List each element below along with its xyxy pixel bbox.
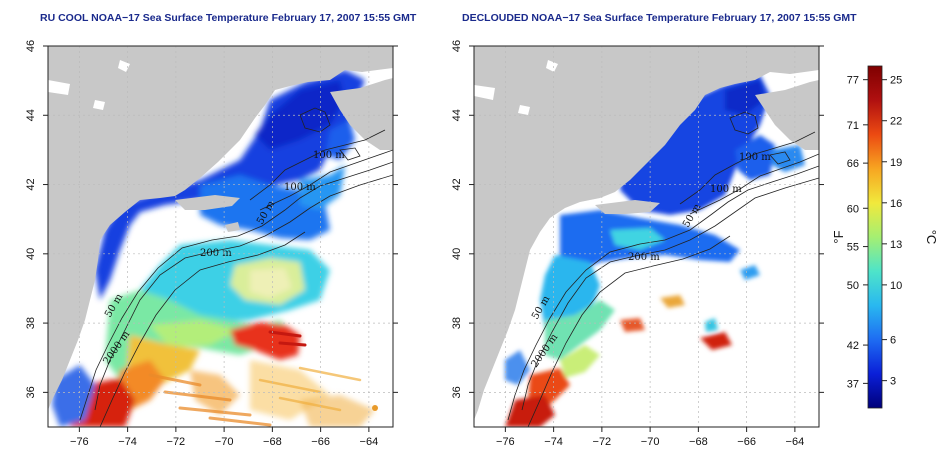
- celsius-tick-label: 16: [890, 198, 902, 210]
- celsius-tick-label: 22: [890, 116, 902, 128]
- x-tick-label: −74: [118, 436, 137, 448]
- sst-panel-raw: RU COOL NOAA−17 Sea Surface Temperature …: [25, 12, 417, 448]
- celsius-tick-label: 6: [890, 335, 896, 347]
- x-tick-label: −66: [311, 436, 330, 448]
- x-tick-label: −68: [263, 436, 282, 448]
- sst-field: [52, 70, 375, 427]
- bathymetry-contours: [507, 111, 819, 427]
- celsius-tick-label: 19: [890, 157, 902, 169]
- contour-label: 200 m: [628, 252, 660, 263]
- fahrenheit-tick-label: 71: [847, 120, 859, 132]
- map-area: 100 m 100 m 200 m 2000 m 50 m 50 m: [474, 46, 819, 427]
- x-tick-label: −64: [786, 436, 805, 448]
- sst-field: [505, 75, 805, 427]
- y-tick-label: 36: [451, 386, 463, 398]
- y-tick-label: 42: [451, 178, 463, 190]
- fahrenheit-tick-label: 50: [847, 280, 859, 292]
- y-tick-label: 44: [25, 109, 37, 121]
- y-tick-label: 40: [25, 248, 37, 260]
- x-tick-label: −70: [641, 436, 660, 448]
- contour-label: 100 m: [710, 184, 742, 195]
- fahrenheit-tick-label: 55: [847, 242, 859, 254]
- fahrenheit-tick-label: 60: [847, 203, 859, 215]
- longitude-axis: −76 −74 −72 −70 −68 −66 −64: [496, 427, 804, 448]
- y-tick-label: 46: [451, 40, 463, 52]
- celsius-tick-label: 10: [890, 280, 902, 292]
- x-tick-label: −76: [496, 436, 515, 448]
- fahrenheit-tick-label: 66: [847, 158, 859, 170]
- x-tick-label: −72: [593, 436, 612, 448]
- y-tick-label: 40: [451, 248, 463, 260]
- latitude-axis: 36 38 40 42 44 46: [25, 40, 398, 398]
- land-mass: [48, 46, 393, 410]
- x-tick-label: −68: [689, 436, 708, 448]
- y-tick-label: 38: [25, 317, 37, 329]
- colorbar-gradient: [867, 65, 883, 409]
- lat-lon-gridlines: [48, 46, 393, 427]
- celsius-tick-label: 25: [890, 75, 902, 87]
- x-tick-label: −66: [737, 436, 756, 448]
- map-frame: [47, 45, 394, 428]
- fahrenheit-tick-label: 77: [847, 75, 859, 87]
- panel-title: DECLOUDED NOAA−17 Sea Surface Temperatur…: [462, 12, 857, 24]
- celsius-unit-label: °C: [924, 230, 939, 245]
- panel-title: RU COOL NOAA−17 Sea Surface Temperature …: [40, 12, 417, 24]
- x-tick-label: −74: [544, 436, 563, 448]
- temperature-colorbar: 77 71 66 60 55 50 42 37 25 22 19 16 13 10 6 3 °F °C: [831, 65, 939, 409]
- map-area: 100 m 100 m 200 m 2000 m 50 m 50 m: [48, 46, 393, 427]
- contour-label: 100 m: [739, 152, 771, 163]
- fahrenheit-tick-label: 37: [847, 378, 859, 390]
- y-tick-label: 36: [25, 386, 37, 398]
- fahrenheit-scale: 77 71 66 60 55 50 42 37: [847, 75, 868, 390]
- sst-panel-declouded: DECLOUDED NOAA−17 Sea Surface Temperatur…: [451, 12, 857, 448]
- lat-lon-gridlines: [474, 46, 819, 427]
- map-frame: [473, 45, 820, 428]
- contour-label: 100 m: [284, 182, 316, 193]
- x-tick-label: −76: [70, 436, 89, 448]
- celsius-tick-label: 3: [890, 376, 896, 388]
- y-tick-label: 44: [451, 109, 463, 121]
- y-tick-label: 42: [25, 178, 37, 190]
- x-tick-label: −70: [215, 436, 234, 448]
- fahrenheit-tick-label: 42: [847, 340, 859, 352]
- longitude-axis: −76 −74 −72 −70 −68 −66 −64: [70, 427, 378, 448]
- x-tick-label: −64: [360, 436, 379, 448]
- x-tick-label: −72: [167, 436, 186, 448]
- warm-streaks: [148, 330, 378, 427]
- fahrenheit-unit-label: °F: [831, 230, 846, 243]
- contour-label: 100 m: [313, 150, 345, 161]
- celsius-scale: 25 22 19 16 13 10 6 3: [882, 75, 902, 388]
- y-tick-label: 38: [451, 317, 463, 329]
- latitude-axis: 36 38 40 42 44 46: [451, 40, 824, 398]
- contour-label: 200 m: [200, 248, 232, 259]
- y-tick-label: 46: [25, 40, 37, 52]
- land-mass: [474, 46, 819, 420]
- celsius-tick-label: 13: [890, 239, 902, 251]
